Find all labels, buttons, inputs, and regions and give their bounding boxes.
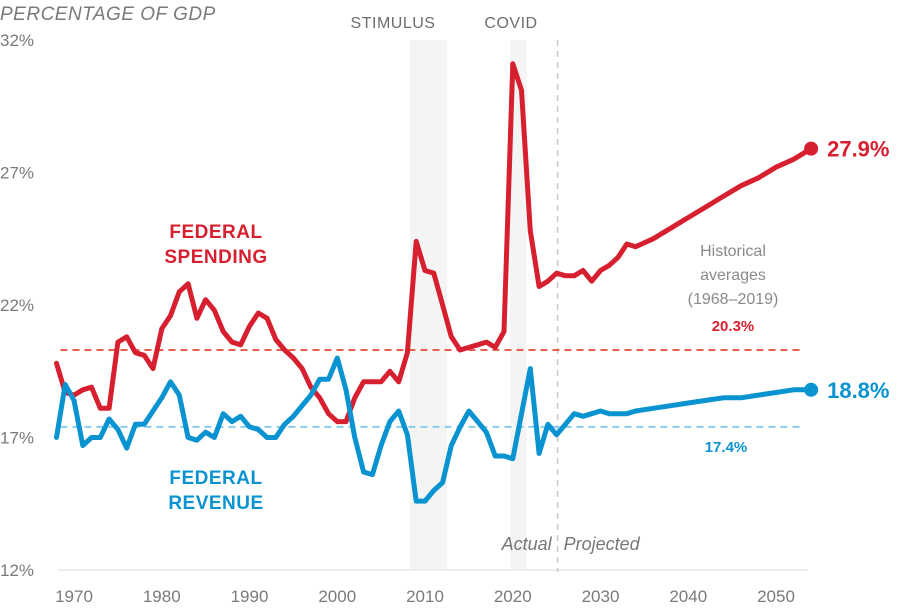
spending-label-line2: SPENDING — [164, 247, 267, 268]
actual-label: Actual — [501, 534, 553, 554]
event-band-covid — [510, 40, 527, 570]
spending-end-point — [804, 141, 819, 156]
revenue-end-point — [804, 382, 819, 397]
y-tick-label: 12% — [0, 561, 34, 580]
revenue-end-value-label: 18.8% — [827, 378, 889, 403]
projected-label: Projected — [564, 534, 641, 554]
historical-avg-note-line2: averages — [700, 267, 766, 284]
y-tick-label: 17% — [0, 429, 34, 448]
spending-end-value-label: 27.9% — [827, 137, 889, 162]
revenue-line — [54, 355, 814, 504]
revenue-label-line2: REVENUE — [168, 493, 263, 514]
revenue-average-label: 17.4% — [705, 439, 748, 456]
x-tick-label: 1980 — [143, 587, 181, 606]
y-axis-title: PERCENTAGE OF GDP — [0, 4, 216, 25]
spending-label-line1: FEDERAL — [169, 222, 262, 243]
y-axis-ticks: 12% 17% 22% 27% 32% — [0, 31, 34, 580]
band-label-covid: COVID — [484, 15, 537, 32]
y-tick-label: 22% — [0, 296, 34, 315]
y-tick-label: 32% — [0, 31, 34, 50]
spending-line — [54, 61, 814, 425]
y-tick-label: 27% — [0, 164, 34, 183]
historical-avg-note-line1: Historical — [700, 243, 766, 260]
series-lines — [54, 61, 819, 504]
x-tick-label: 2050 — [757, 587, 795, 606]
x-axis-ticks: 1970 1980 1990 2000 2010 2020 2030 2040 2050 — [55, 587, 795, 606]
x-tick-label: 2010 — [406, 587, 444, 606]
revenue-label-line1: FEDERAL — [169, 468, 262, 489]
x-tick-label: 2000 — [318, 587, 356, 606]
x-tick-label: 1970 — [55, 587, 93, 606]
x-tick-label: 2040 — [669, 587, 707, 606]
band-label-stimulus: STIMULUS — [351, 15, 436, 32]
spending-average-label: 20.3% — [712, 318, 755, 335]
x-tick-label: 2030 — [582, 587, 620, 606]
x-tick-label: 2020 — [494, 587, 532, 606]
historical-avg-note-line3: (1968–2019) — [688, 291, 779, 308]
x-tick-label: 1990 — [231, 587, 269, 606]
